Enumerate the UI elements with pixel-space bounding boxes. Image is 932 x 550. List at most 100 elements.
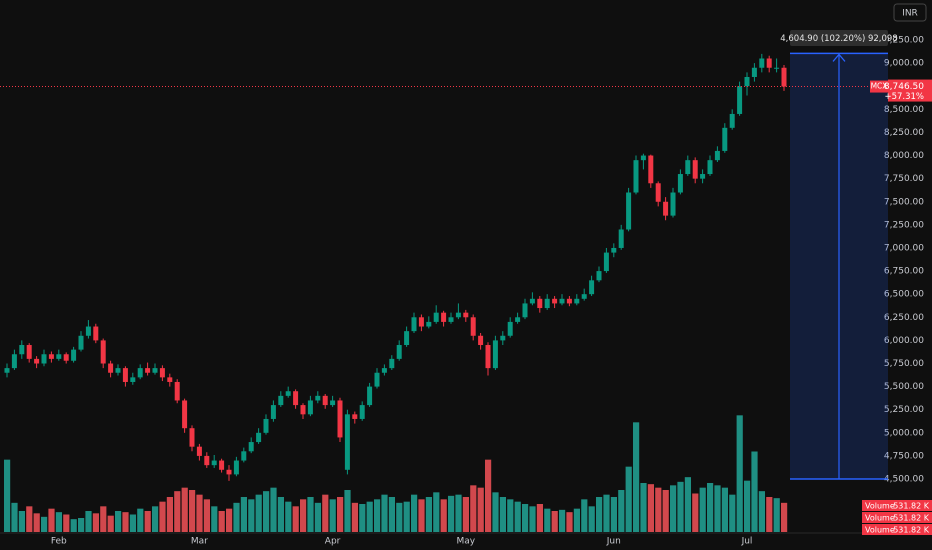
candle-body — [677, 174, 683, 193]
currency-box[interactable] — [893, 3, 927, 22]
volume-bar — [115, 511, 122, 532]
candle-body — [330, 400, 336, 406]
volume-bar — [699, 487, 706, 532]
volume-bar — [63, 514, 70, 532]
volume-bar — [566, 512, 573, 532]
candle-body — [11, 354, 17, 369]
volume-bar — [655, 487, 662, 532]
volume-bar — [477, 487, 484, 532]
volume-bar — [625, 466, 632, 532]
volume-bar — [11, 502, 18, 532]
candle-body — [544, 298, 550, 309]
volume-bar — [48, 508, 55, 532]
volume-bar — [337, 497, 344, 532]
volume-bar — [603, 494, 610, 532]
volume-bar — [233, 502, 240, 532]
volume-bar — [544, 508, 551, 532]
y-tick-label: 7,750.00 — [884, 174, 924, 184]
volume-bar — [226, 508, 233, 532]
volume-bar — [433, 492, 440, 532]
volume-bar — [403, 501, 410, 532]
volume-bar — [70, 519, 77, 532]
volume-label-value: 531.82 K — [893, 502, 930, 511]
candle-body — [781, 67, 787, 87]
candle-body — [426, 321, 432, 327]
volume-bar — [529, 506, 536, 532]
y-tick-label: 6,000.00 — [884, 336, 924, 346]
volume-bar — [751, 451, 758, 532]
candle-body — [537, 298, 543, 309]
candle-body — [529, 298, 535, 304]
volume-bar — [707, 483, 714, 532]
y-tick-label: 7,250.00 — [884, 220, 924, 230]
volume-bar — [78, 518, 85, 532]
candle-body — [411, 317, 417, 332]
volume-bar — [670, 485, 677, 532]
candle-body — [470, 317, 476, 336]
volume-bar — [329, 499, 336, 532]
volume-bar — [322, 494, 329, 532]
volume-bar — [647, 484, 654, 532]
candle-body — [315, 395, 321, 401]
candle-body — [714, 150, 720, 161]
candle-body — [655, 183, 661, 202]
volume-bar — [455, 494, 462, 532]
x-tick-label: Feb — [51, 537, 67, 547]
volume-label-name: Volume — [865, 514, 895, 523]
candle-body — [300, 405, 306, 415]
candle-body — [48, 354, 54, 359]
y-tick-label: 6,750.00 — [884, 267, 924, 277]
volume-label-name: Volume — [865, 526, 895, 535]
volume-bar — [166, 497, 173, 532]
candle-body — [640, 155, 646, 161]
candle-body — [722, 127, 728, 151]
candle-body — [56, 354, 62, 359]
candle-body — [626, 192, 632, 230]
symbol-tag — [870, 80, 888, 93]
candle-body — [344, 414, 350, 470]
candle-body — [85, 326, 91, 336]
candle-body — [707, 160, 713, 175]
volume-bar — [729, 494, 736, 532]
volume-bar — [536, 504, 543, 532]
candle-body — [63, 354, 69, 361]
x-tick-label: May — [456, 537, 475, 547]
y-tick-label: 7,000.00 — [884, 243, 924, 253]
candle-body — [71, 349, 77, 361]
candle-body — [359, 405, 365, 419]
volume-bar — [41, 516, 48, 532]
candle-body — [381, 368, 387, 373]
candle-body — [759, 58, 765, 68]
candle-body — [270, 405, 276, 419]
candle-body — [404, 331, 410, 346]
candle-body — [455, 312, 461, 318]
y-tick-label: 8,250.00 — [884, 128, 924, 138]
y-tick-label: 9,000.00 — [884, 59, 924, 69]
y-tick-label: 5,750.00 — [884, 359, 924, 369]
volume-bar — [92, 513, 99, 532]
candle-body — [751, 67, 757, 77]
candle-body — [352, 414, 358, 419]
y-tick-label: 7,500.00 — [884, 197, 924, 207]
candle-body — [226, 469, 232, 475]
candle-body — [159, 368, 165, 378]
volume-bar — [440, 499, 447, 532]
volume-bar — [263, 491, 270, 532]
volume-bar — [159, 501, 166, 532]
volume-bar — [522, 504, 529, 532]
volume-bar — [33, 513, 40, 532]
candle-body — [574, 298, 580, 304]
volume-bar — [411, 494, 418, 532]
candle-body — [307, 400, 313, 415]
candle-body — [633, 160, 639, 193]
measure-tooltip: 4,604.90 (102.20%) 92,098 — [780, 34, 897, 44]
candle-body — [596, 271, 602, 281]
candle-body — [337, 400, 343, 438]
volume-bar — [766, 497, 773, 532]
candle-body — [448, 317, 454, 322]
volume-bar — [270, 487, 277, 532]
volume-bar — [292, 506, 299, 532]
volume-bar — [196, 494, 203, 532]
candle-body — [122, 368, 128, 382]
volume-bar — [137, 508, 144, 532]
